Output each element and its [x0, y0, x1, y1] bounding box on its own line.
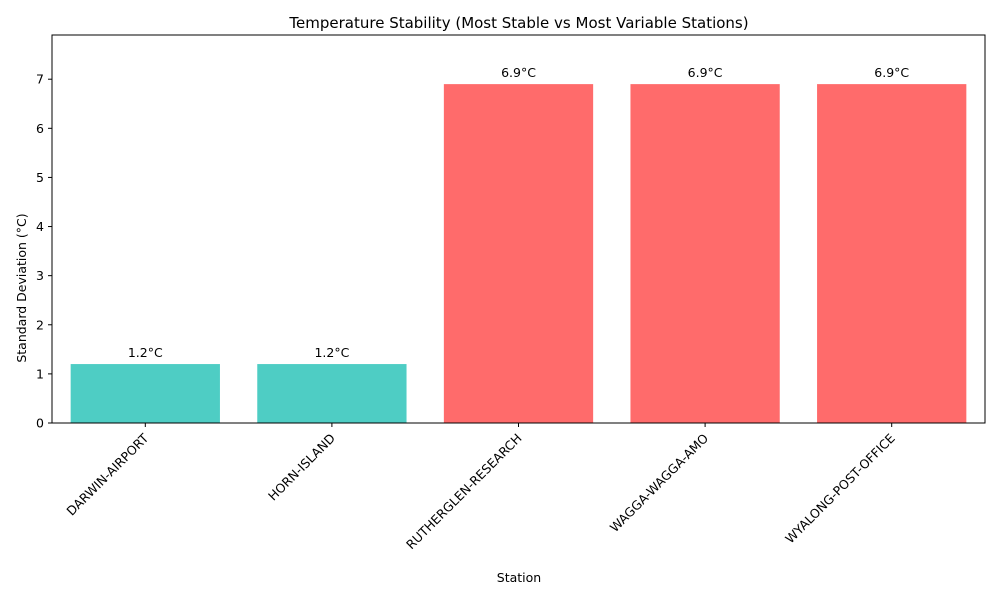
y-tick-label: 5 [36, 170, 44, 185]
y-tick-label: 4 [36, 219, 44, 234]
bar-value-label: 6.9°C [501, 65, 536, 80]
bar [630, 84, 780, 423]
bar-value-label: 6.9°C [874, 65, 909, 80]
bar-value-label: 1.2°C [128, 345, 163, 360]
bar-value-label: 1.2°C [314, 345, 349, 360]
bar [817, 84, 967, 423]
y-tick-label: 3 [36, 268, 44, 283]
y-tick-label: 1 [36, 366, 44, 381]
y-tick-label: 7 [36, 72, 44, 87]
bar [257, 364, 407, 423]
x-axis-label: Station [497, 570, 541, 585]
bar [70, 364, 220, 423]
y-tick-label: 6 [36, 121, 44, 136]
y-tick-label: 0 [36, 416, 44, 431]
y-axis-label: Standard Deviation (°C) [14, 213, 29, 362]
plot-frame [51, 34, 986, 424]
bar-value-label: 6.9°C [688, 65, 723, 80]
chart-title: Temperature Stability (Most Stable vs Mo… [288, 14, 748, 32]
y-tick-label: 2 [36, 317, 44, 332]
bar [443, 84, 594, 423]
